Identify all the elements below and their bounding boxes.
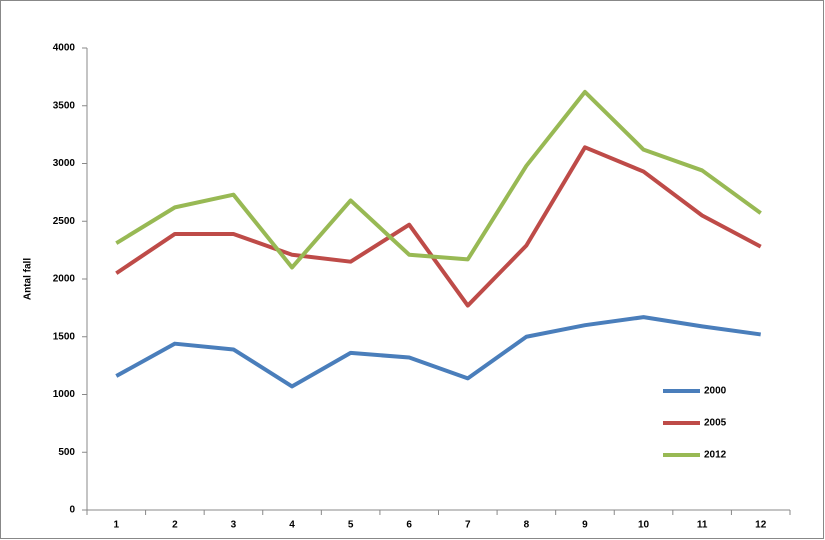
x-tick-label: 8 [524,520,530,531]
line-series [115,145,762,308]
x-tick-label: 12 [755,520,767,531]
x-tick-label: 9 [582,520,588,531]
y-tick-label: 1000 [53,389,76,400]
line-series [115,315,761,389]
x-tick-label: 3 [231,520,237,531]
x-tick-label: 10 [638,520,650,531]
x-tick-label: 1 [114,520,120,531]
y-tick-label: 2000 [53,274,76,285]
legend-label: 2012 [704,450,727,461]
y-tick-label: 3000 [53,158,76,169]
x-tick-label: 4 [289,520,295,531]
y-axis-label: Antal fall [23,258,34,300]
y-tick-label: 500 [58,447,75,458]
x-tick-label: 2 [172,520,178,531]
x-tick-label: 5 [348,520,354,531]
y-tick-label: 4000 [53,43,76,54]
line-series [115,89,762,270]
x-tick-label: 7 [465,520,471,531]
x-tick-label: 6 [406,520,412,531]
y-tick-label: 0 [69,505,75,516]
y-tick-label: 1500 [53,331,76,342]
legend-label: 2005 [704,418,727,429]
legend-label: 2000 [704,386,727,397]
y-tick-label: 2500 [53,216,76,227]
x-tick-label: 11 [697,520,708,531]
y-tick-label: 3500 [53,100,76,111]
